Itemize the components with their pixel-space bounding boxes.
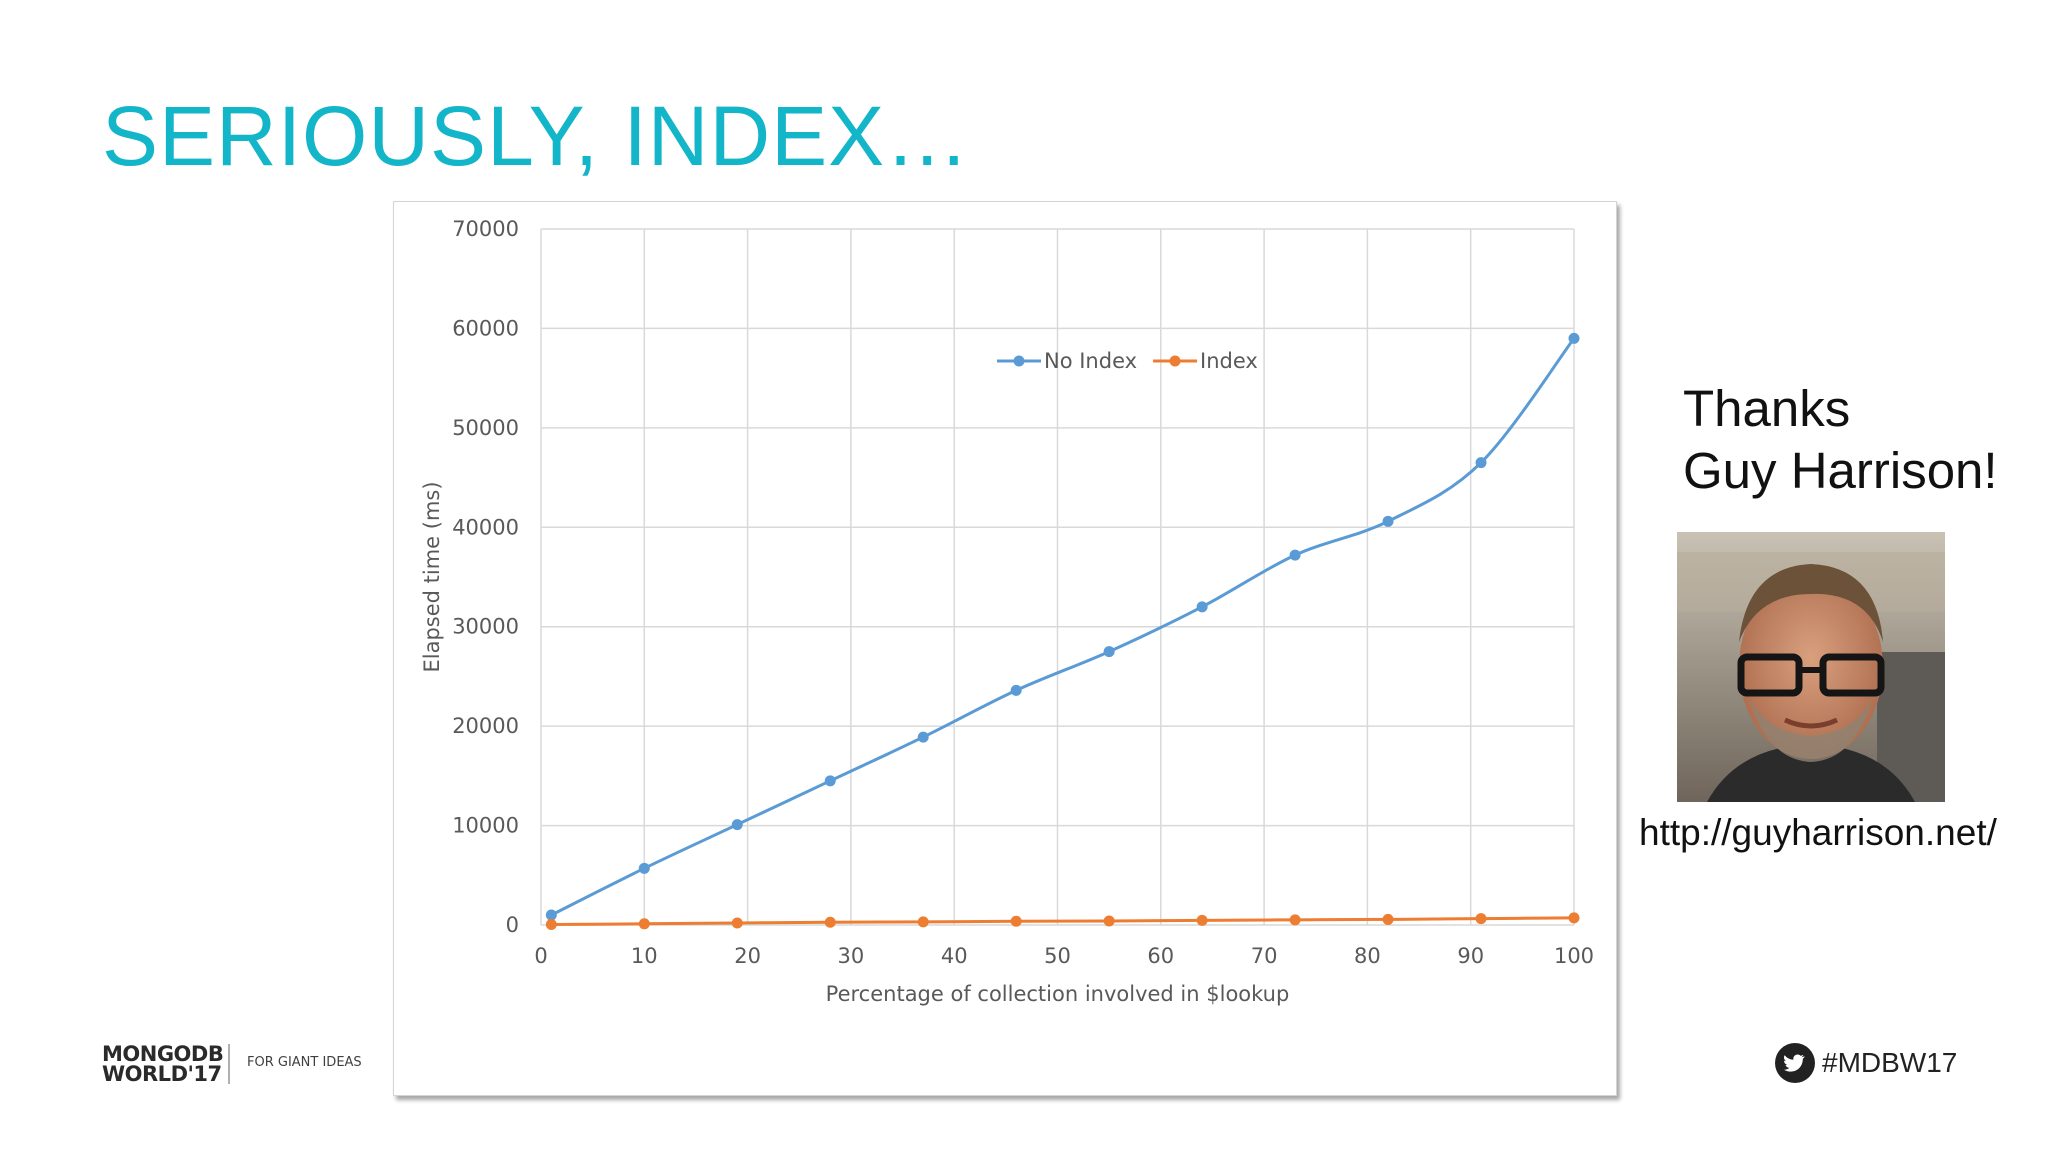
speaker-photo — [1677, 532, 1945, 802]
series-line-index — [551, 916, 1575, 927]
x-tick-label: 20 — [734, 944, 761, 968]
x-tick-label: 30 — [838, 944, 865, 968]
y-tick-label: 50000 — [452, 416, 519, 440]
data-point-index — [1289, 914, 1301, 926]
x-tick-label: 100 — [1554, 944, 1594, 968]
slide-title: SERIOUSLY, INDEX… — [102, 89, 971, 183]
thanks-message: Thanks Guy Harrison! — [1683, 378, 1998, 502]
data-point-no-index — [1475, 457, 1487, 469]
data-point-index — [1010, 915, 1022, 927]
data-point-no-index — [1103, 646, 1115, 658]
logo-line-2: WORLD'17 — [102, 1062, 222, 1086]
hashtag-label: #MDBW17 — [1822, 1047, 1958, 1078]
tagline: FOR GIANT IDEAS — [247, 1055, 362, 1070]
data-point-no-index — [917, 731, 929, 743]
data-point-index — [917, 916, 929, 928]
y-tick-label: 20000 — [452, 714, 519, 738]
data-point-index — [1475, 913, 1487, 925]
data-point-no-index — [1289, 549, 1301, 561]
legend-label-index: Index — [1200, 349, 1258, 373]
chart-frame: 0 10000 20000 30000 40000 50000 60000 70000 0 10 2… — [393, 201, 1617, 1096]
logo-divider — [228, 1044, 230, 1084]
chart-legend: No Index Index — [997, 349, 1258, 373]
thanks-line-2: Guy Harrison! — [1683, 442, 1998, 499]
y-tick-label: 40000 — [452, 515, 519, 539]
data-point-no-index — [824, 775, 836, 787]
data-point-no-index — [638, 862, 650, 874]
data-point-no-index — [1568, 332, 1580, 344]
x-tick-label: 90 — [1457, 944, 1484, 968]
data-point-no-index — [1010, 684, 1022, 696]
y-axis-title: Elapsed time (ms) — [420, 481, 444, 672]
data-point-index — [824, 916, 836, 928]
speaker-url-link[interactable]: http://guyharrison.net/ — [1639, 812, 1997, 853]
x-tick-label: 50 — [1044, 944, 1071, 968]
logo-line-1: MONGODB — [102, 1042, 224, 1066]
y-tick-label: 30000 — [452, 615, 519, 639]
series-line-no-index — [550, 337, 1576, 917]
chart-grid — [540, 228, 1575, 926]
y-tick-label: 60000 — [452, 316, 519, 340]
x-tick-label: 60 — [1147, 944, 1174, 968]
data-point-index — [545, 919, 557, 931]
data-point-index — [1103, 915, 1115, 927]
chart-ticks: 0 10000 20000 30000 40000 50000 60000 70000 0 10 2… — [452, 217, 1594, 968]
x-axis-title: Percentage of collection involved in $lo… — [826, 982, 1290, 1006]
data-point-no-index — [1382, 515, 1394, 527]
data-point-no-index — [731, 819, 743, 831]
chart-series — [545, 332, 1580, 931]
thanks-line-1: Thanks — [1683, 380, 1851, 437]
x-tick-label: 70 — [1251, 944, 1278, 968]
data-point-index — [1196, 914, 1208, 926]
x-tick-label: 80 — [1354, 944, 1381, 968]
mongodb-world-logo: MONGODB WORLD'17 — [102, 1042, 224, 1086]
data-point-index — [1568, 912, 1580, 924]
data-point-index — [638, 918, 650, 930]
x-tick-label: 40 — [941, 944, 968, 968]
line-chart: 0 10000 20000 30000 40000 50000 60000 70000 0 10 2… — [420, 217, 1594, 1006]
x-tick-label: 10 — [631, 944, 658, 968]
y-tick-label: 70000 — [452, 217, 519, 241]
x-tick-label: 0 — [534, 944, 547, 968]
legend-marker-index — [1169, 355, 1181, 367]
data-point-index — [731, 917, 743, 929]
twitter-icon — [1775, 1043, 1815, 1083]
legend-marker-no-index — [1013, 355, 1025, 367]
data-point-index — [1382, 913, 1394, 925]
data-point-no-index — [1196, 601, 1208, 613]
y-tick-label: 10000 — [452, 814, 519, 838]
legend-label-no-index: No Index — [1044, 349, 1137, 373]
data-point-no-index — [545, 909, 557, 921]
y-tick-label: 0 — [506, 913, 519, 937]
